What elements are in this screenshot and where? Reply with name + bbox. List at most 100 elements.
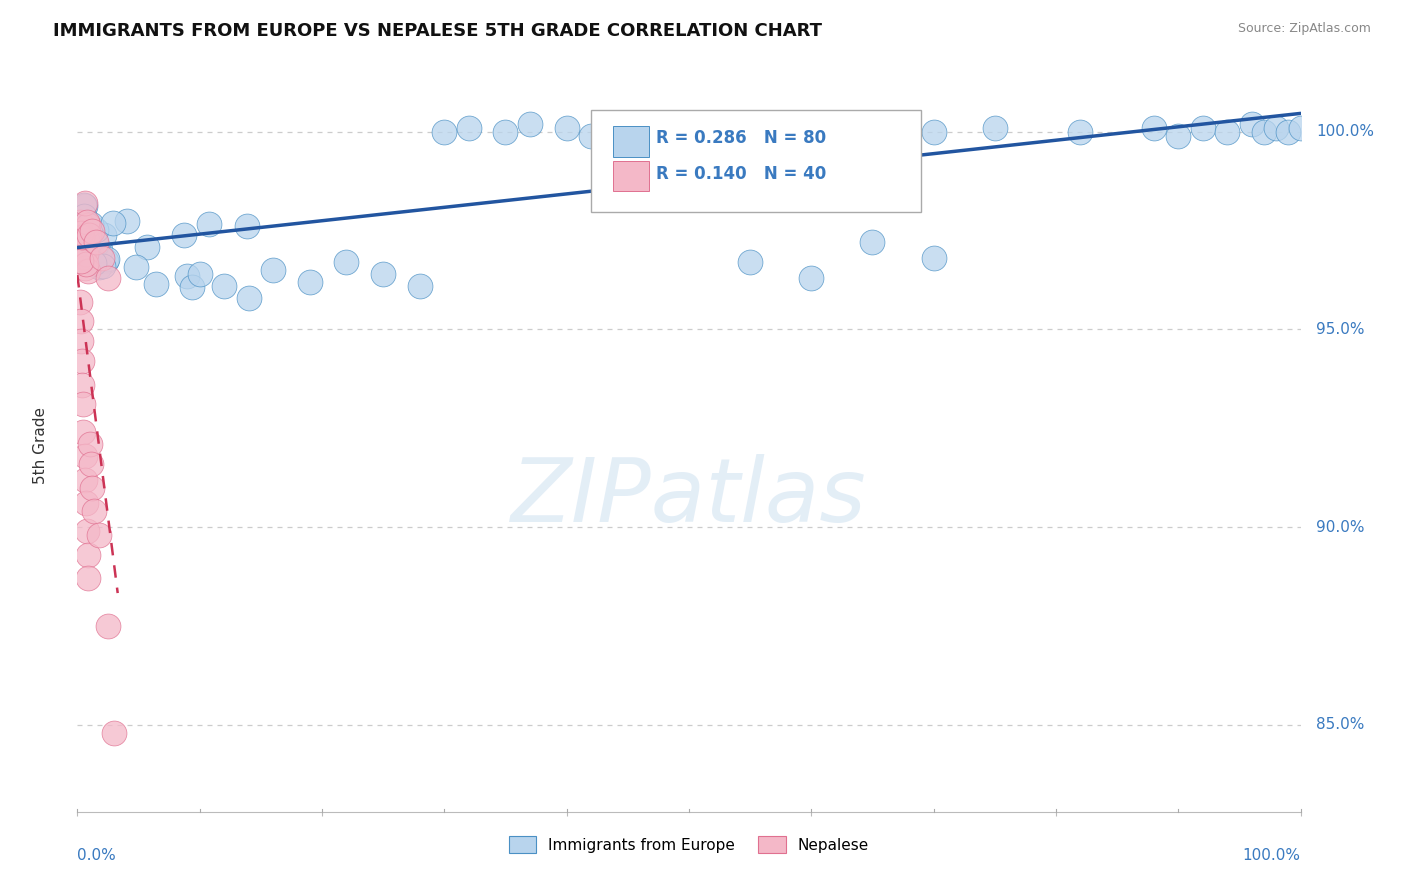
Point <box>96 252 118 266</box>
Point <box>77 263 100 277</box>
Point <box>73 209 96 223</box>
Point <box>262 263 284 277</box>
Point <box>371 267 394 281</box>
Point <box>75 247 97 261</box>
Point <box>80 223 103 237</box>
Point <box>91 259 114 273</box>
Point <box>84 238 107 252</box>
Point <box>579 128 602 143</box>
Point <box>1167 128 1189 143</box>
Text: 85.0%: 85.0% <box>1316 717 1365 732</box>
Legend: Immigrants from Europe, Nepalese: Immigrants from Europe, Nepalese <box>502 830 876 859</box>
Point <box>89 260 111 274</box>
Point <box>1265 120 1288 135</box>
Point <box>73 473 96 487</box>
Point <box>73 198 96 212</box>
Point <box>212 278 235 293</box>
Text: 5th Grade: 5th Grade <box>34 408 48 484</box>
Point <box>125 260 148 274</box>
Point <box>70 334 93 349</box>
Point <box>69 294 91 309</box>
Point <box>76 219 98 233</box>
Point <box>1069 125 1091 139</box>
Point <box>740 255 762 269</box>
Point <box>1253 125 1275 139</box>
Point <box>984 120 1007 135</box>
Point <box>76 524 98 538</box>
Point <box>97 271 120 285</box>
Point <box>837 120 859 135</box>
Point <box>73 449 96 463</box>
Point <box>73 261 96 276</box>
Point <box>519 117 541 131</box>
Point <box>84 223 107 237</box>
Point <box>1143 120 1166 135</box>
Point <box>180 279 202 293</box>
Text: ZIPatlas: ZIPatlas <box>512 454 866 541</box>
Point <box>72 230 94 244</box>
Point <box>555 120 578 135</box>
Point <box>70 377 93 392</box>
Point <box>69 226 91 240</box>
Point <box>83 256 105 270</box>
Point <box>776 120 799 135</box>
Point <box>76 234 98 248</box>
Point <box>641 125 664 139</box>
Text: IMMIGRANTS FROM EUROPE VS NEPALESE 5TH GRADE CORRELATION CHART: IMMIGRANTS FROM EUROPE VS NEPALESE 5TH G… <box>53 22 823 40</box>
Point <box>90 251 112 265</box>
Point <box>238 291 260 305</box>
Point <box>873 125 896 139</box>
Point <box>457 120 479 135</box>
Point <box>97 619 120 633</box>
Point <box>70 354 93 368</box>
Point <box>495 125 517 139</box>
Point <box>79 437 101 451</box>
Point <box>198 217 221 231</box>
Point <box>80 481 103 495</box>
Point <box>67 222 90 236</box>
Point <box>176 268 198 283</box>
Text: 100.0%: 100.0% <box>1316 124 1375 139</box>
Text: 95.0%: 95.0% <box>1316 322 1365 337</box>
FancyBboxPatch shape <box>591 110 921 212</box>
Point <box>69 250 91 264</box>
Point <box>922 251 945 265</box>
Text: R = 0.286   N = 80: R = 0.286 N = 80 <box>657 129 827 147</box>
Point <box>409 278 432 293</box>
Point <box>188 267 211 281</box>
Point <box>103 725 125 739</box>
Point <box>76 257 98 271</box>
Point <box>800 271 823 285</box>
Point <box>89 244 111 258</box>
Point <box>76 215 98 229</box>
Point <box>101 216 124 230</box>
Point <box>1289 120 1312 135</box>
Point <box>145 277 167 291</box>
Point <box>76 243 98 257</box>
Point <box>862 235 884 250</box>
Point <box>73 251 96 265</box>
Text: Source: ZipAtlas.com: Source: ZipAtlas.com <box>1237 22 1371 36</box>
Point <box>70 230 93 244</box>
Point <box>70 314 93 328</box>
Point <box>433 125 456 139</box>
Point <box>77 571 100 585</box>
Point <box>72 211 94 225</box>
FancyBboxPatch shape <box>613 161 648 192</box>
Point <box>136 240 159 254</box>
Point <box>72 397 94 411</box>
FancyBboxPatch shape <box>613 127 648 157</box>
Point <box>80 217 103 231</box>
Point <box>84 235 107 250</box>
Point <box>73 196 96 211</box>
Point <box>1191 120 1213 135</box>
Point <box>93 228 115 243</box>
Point <box>75 496 97 510</box>
Point <box>96 253 118 268</box>
Point <box>72 232 94 246</box>
Point <box>1216 125 1239 139</box>
Point <box>298 275 321 289</box>
Point <box>678 117 700 131</box>
Point <box>702 120 724 135</box>
Text: 0.0%: 0.0% <box>77 848 117 863</box>
